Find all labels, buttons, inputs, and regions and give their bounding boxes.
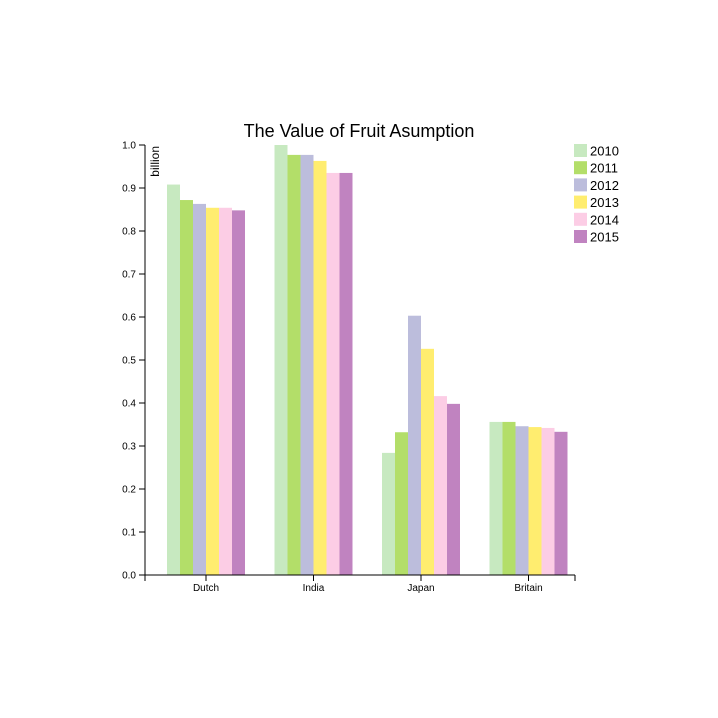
bar-india-2015: [339, 172, 353, 575]
chart-title: The Value of Fruit Asumption: [244, 121, 475, 141]
bars-group: [167, 145, 568, 576]
bar-india-2014: [326, 172, 340, 575]
legend-label-2013: 2013: [590, 195, 619, 210]
bar-dutch-2010: [167, 184, 180, 575]
y-tick-label: 0.0: [122, 571, 136, 582]
bar-dutch-2014: [219, 207, 232, 575]
legend: 2010 2011 2012 2013 2014 2015: [574, 144, 619, 245]
y-tick-label: 0.2: [122, 485, 136, 496]
x-tick-label-japan: Japan: [407, 583, 434, 594]
y-tick-label: 0.5: [122, 356, 136, 367]
y-tick-label: 0.9: [122, 184, 136, 195]
bar-dutch-2011: [180, 200, 193, 576]
legend-label-2011: 2011: [590, 161, 618, 176]
y-tick-label: 0.8: [122, 227, 136, 238]
x-tick-label-britain: Britain: [514, 583, 542, 594]
bar-dutch-2015: [232, 210, 245, 576]
bar-india-2013: [313, 160, 327, 575]
bar-britain-2015: [554, 431, 568, 575]
legend-label-2015: 2015: [590, 230, 619, 245]
bar-japan-2011: [395, 432, 408, 575]
bar-dutch-2013: [206, 207, 219, 575]
bar-britain-2013: [528, 427, 542, 575]
y-tick-label: 0.3: [122, 442, 136, 453]
legend-swatch-2014: [574, 212, 587, 226]
y-tick-label: 0.7: [122, 270, 136, 281]
y-tick-label: 0.1: [122, 528, 136, 539]
bar-britain-2011: [502, 421, 516, 575]
y-axis-label: billion: [148, 146, 162, 177]
bar-japan-2010: [382, 452, 395, 575]
legend-swatch-2012: [574, 178, 587, 192]
bar-japan-2013: [421, 348, 434, 575]
bar-britain-2012: [515, 426, 529, 575]
bar-britain-2010: [489, 421, 503, 575]
x-axis: Dutch India Japan Britain: [144, 574, 576, 594]
legend-swatch-2015: [574, 230, 587, 243]
legend-label-2012: 2012: [590, 178, 619, 193]
bar-dutch-2012: [193, 203, 206, 575]
y-tick-label: 0.4: [122, 399, 136, 410]
y-tick-label: 0.6: [122, 313, 136, 324]
x-tick-label-india: India: [303, 583, 325, 594]
bar-india-2010: [274, 145, 288, 575]
legend-swatch-2013: [574, 195, 587, 209]
bar-britain-2014: [541, 427, 555, 575]
bar-japan-2012: [408, 315, 421, 575]
legend-label-2010: 2010: [590, 144, 619, 159]
bar-india-2012: [300, 154, 314, 575]
bar-japan-2014: [434, 396, 447, 575]
x-tick-label-dutch: Dutch: [193, 583, 219, 594]
bar-india-2011: [287, 154, 301, 575]
legend-swatch-2011: [574, 161, 587, 175]
y-tick-label: 1.0: [122, 141, 136, 152]
y-axis: 0.0 0.1 0.2 0.3 0.4 0.5 0.6 0.7 0.8 0.9 1.0: [122, 141, 146, 582]
bar-japan-2015: [447, 403, 460, 575]
legend-swatch-2010: [574, 144, 587, 157]
legend-label-2014: 2014: [590, 212, 619, 227]
